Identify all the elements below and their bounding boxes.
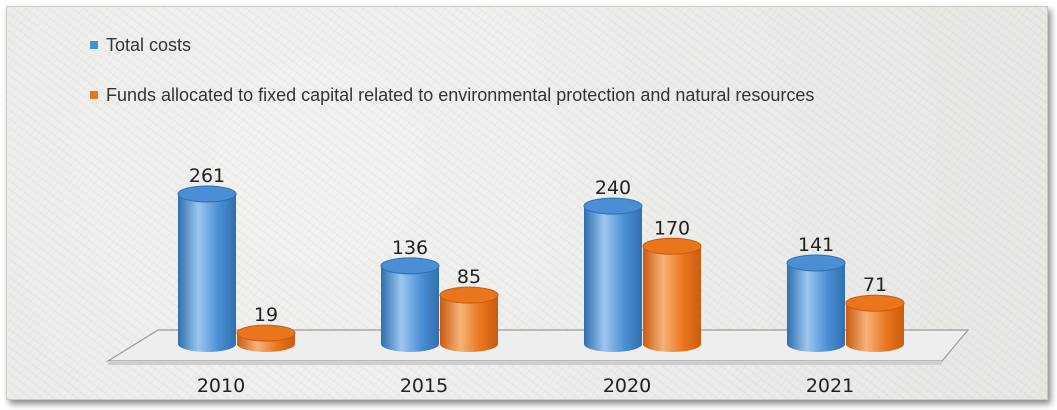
legend-swatch-funds <box>90 91 98 99</box>
x-tick-label: 2021 <box>806 375 854 397</box>
x-tick-label: 2015 <box>400 375 448 397</box>
bar-top-cap <box>845 294 905 312</box>
data-label: 71 <box>863 274 887 296</box>
bar-2010-total-costs: 261 <box>177 165 237 352</box>
bar-2020-total-costs: 240 <box>583 177 643 352</box>
bar-top-cap <box>236 324 296 342</box>
legend-swatch-total-costs <box>90 41 98 49</box>
bar-2015-total-costs: 136 <box>380 237 440 352</box>
bar-body <box>643 246 701 352</box>
bar-body <box>440 295 498 352</box>
x-tick-label: 2010 <box>197 375 245 397</box>
bar-top-cap <box>177 185 237 203</box>
bar-top-cap <box>786 254 846 272</box>
bar-2015-funds: 85 <box>439 266 499 352</box>
bar-top-cap <box>642 237 702 255</box>
data-label: 261 <box>189 165 225 187</box>
bar-top-cap <box>380 257 440 275</box>
bar-2021-funds: 71 <box>845 274 905 352</box>
data-label: 136 <box>392 237 428 259</box>
bar-body <box>178 194 236 352</box>
bar-body <box>787 262 845 352</box>
legend-label-total-costs: Total costs <box>106 35 192 55</box>
legend: Total costs Funds allocated to fixed cap… <box>90 30 890 110</box>
bar-body <box>381 265 439 352</box>
chart-floor-edge <box>108 361 942 365</box>
bar-body <box>584 206 642 352</box>
data-label: 170 <box>654 217 690 239</box>
bar-top-cap <box>439 286 499 304</box>
data-label: 240 <box>595 177 631 199</box>
data-label: 19 <box>254 304 278 326</box>
x-tick-label: 2020 <box>603 375 651 397</box>
data-label: 85 <box>457 266 481 288</box>
bar-top-cap <box>583 197 643 215</box>
bar-body <box>846 303 904 352</box>
data-label: 141 <box>798 234 834 256</box>
bar-2020-funds: 170 <box>642 217 702 352</box>
bar-2010-funds: 19 <box>236 304 296 352</box>
bar-2021-total-costs: 141 <box>786 234 846 352</box>
legend-item-total-costs: Total costs <box>90 30 890 60</box>
legend-label-funds: Funds allocated to fixed capital related… <box>106 85 815 105</box>
legend-item-funds: Funds allocated to fixed capital related… <box>90 80 890 110</box>
